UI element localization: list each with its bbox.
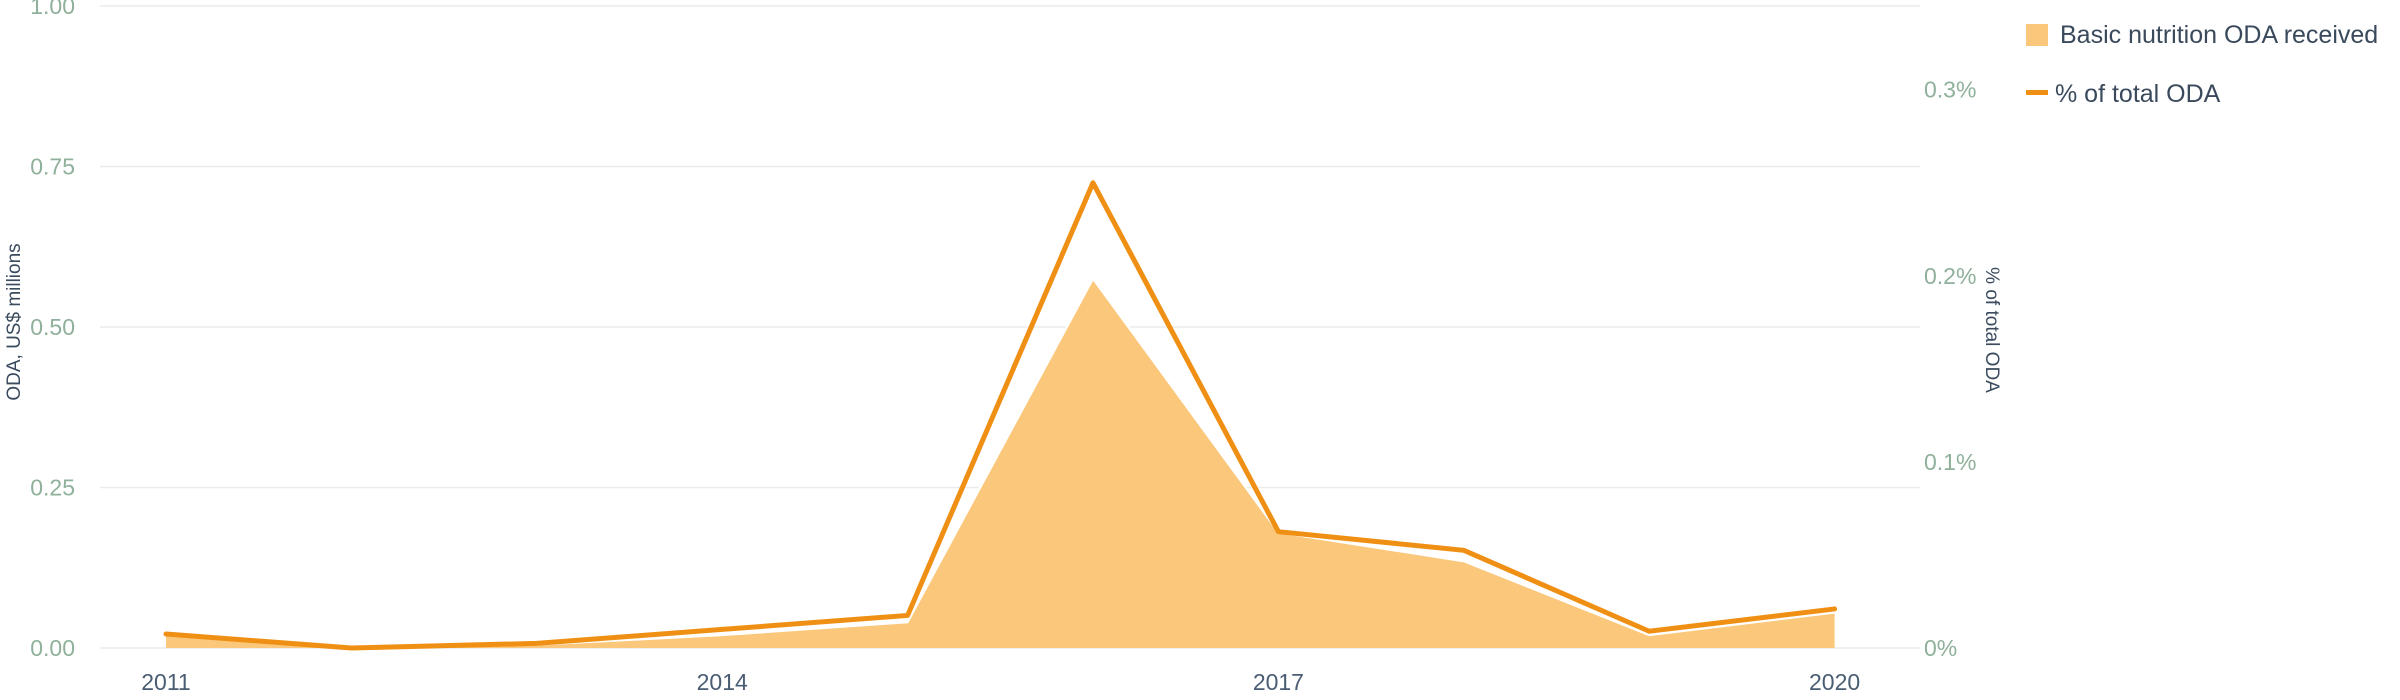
legend-item-area[interactable]: Basic nutrition ODA received bbox=[2026, 21, 2378, 49]
y2-tick-label-1: 0.1% bbox=[1924, 449, 1976, 475]
legend-swatch-area bbox=[2026, 24, 2048, 46]
x-tick-label-2017: 2017 bbox=[1253, 669, 1304, 695]
y-axis-left-title: ODA, US$ millions bbox=[4, 243, 25, 400]
y-tick-label-1: 0.25 bbox=[30, 475, 75, 501]
x-tick-label-2014: 2014 bbox=[697, 669, 748, 695]
line-point-2020[interactable] bbox=[1829, 603, 1841, 615]
legend: Basic nutrition ODA received % of total … bbox=[2026, 21, 2378, 108]
y2-tick-label-3: 0.3% bbox=[1924, 77, 1976, 103]
line-point-2012[interactable] bbox=[345, 642, 357, 654]
area-series bbox=[165, 273, 1835, 650]
x-tick-label-2020: 2020 bbox=[1809, 669, 1860, 695]
y2-tick-label-2: 0.2% bbox=[1924, 263, 1976, 289]
legend-label-area: Basic nutrition ODA received bbox=[2060, 21, 2378, 49]
y-tick-label-4: 1.00 bbox=[30, 0, 75, 19]
line-point-2016[interactable] bbox=[1087, 177, 1099, 189]
legend-item-line[interactable]: % of total ODA bbox=[2026, 80, 2221, 108]
area-point-2016[interactable] bbox=[1087, 273, 1099, 285]
line-pct-total-oda bbox=[163, 180, 1838, 651]
y2-tick-label-0: 0% bbox=[1924, 635, 1957, 661]
line-point-2019[interactable] bbox=[1643, 625, 1655, 637]
y-tick-label-2: 0.50 bbox=[30, 314, 75, 340]
y-tick-label-0: 0.00 bbox=[30, 635, 75, 661]
area-point-2018[interactable] bbox=[1458, 555, 1470, 567]
line-point-2014[interactable] bbox=[716, 623, 728, 635]
line-series bbox=[160, 177, 1841, 654]
x-tick-label-2011: 2011 bbox=[141, 669, 190, 695]
x-axis: 2011 2014 2017 2020 bbox=[141, 669, 1860, 695]
line-point-2011[interactable] bbox=[160, 628, 172, 640]
y-axis-right: 0% 0.1% 0.2% 0.3% bbox=[1924, 77, 1976, 661]
y-axis-right-title: % of total ODA bbox=[1981, 267, 2002, 393]
line-point-2018[interactable] bbox=[1458, 544, 1470, 556]
y-tick-label-3: 0.75 bbox=[30, 154, 75, 180]
area-fill-basic-nutrition bbox=[166, 278, 1835, 648]
y-axis-left: 0.00 0.25 0.50 0.75 1.00 bbox=[30, 0, 75, 661]
line-point-2015[interactable] bbox=[902, 609, 914, 621]
line-point-2017[interactable] bbox=[1272, 526, 1284, 538]
legend-label-line: % of total ODA bbox=[2055, 80, 2221, 108]
legend-swatch-line bbox=[2026, 90, 2048, 95]
line-point-2013[interactable] bbox=[531, 637, 543, 649]
